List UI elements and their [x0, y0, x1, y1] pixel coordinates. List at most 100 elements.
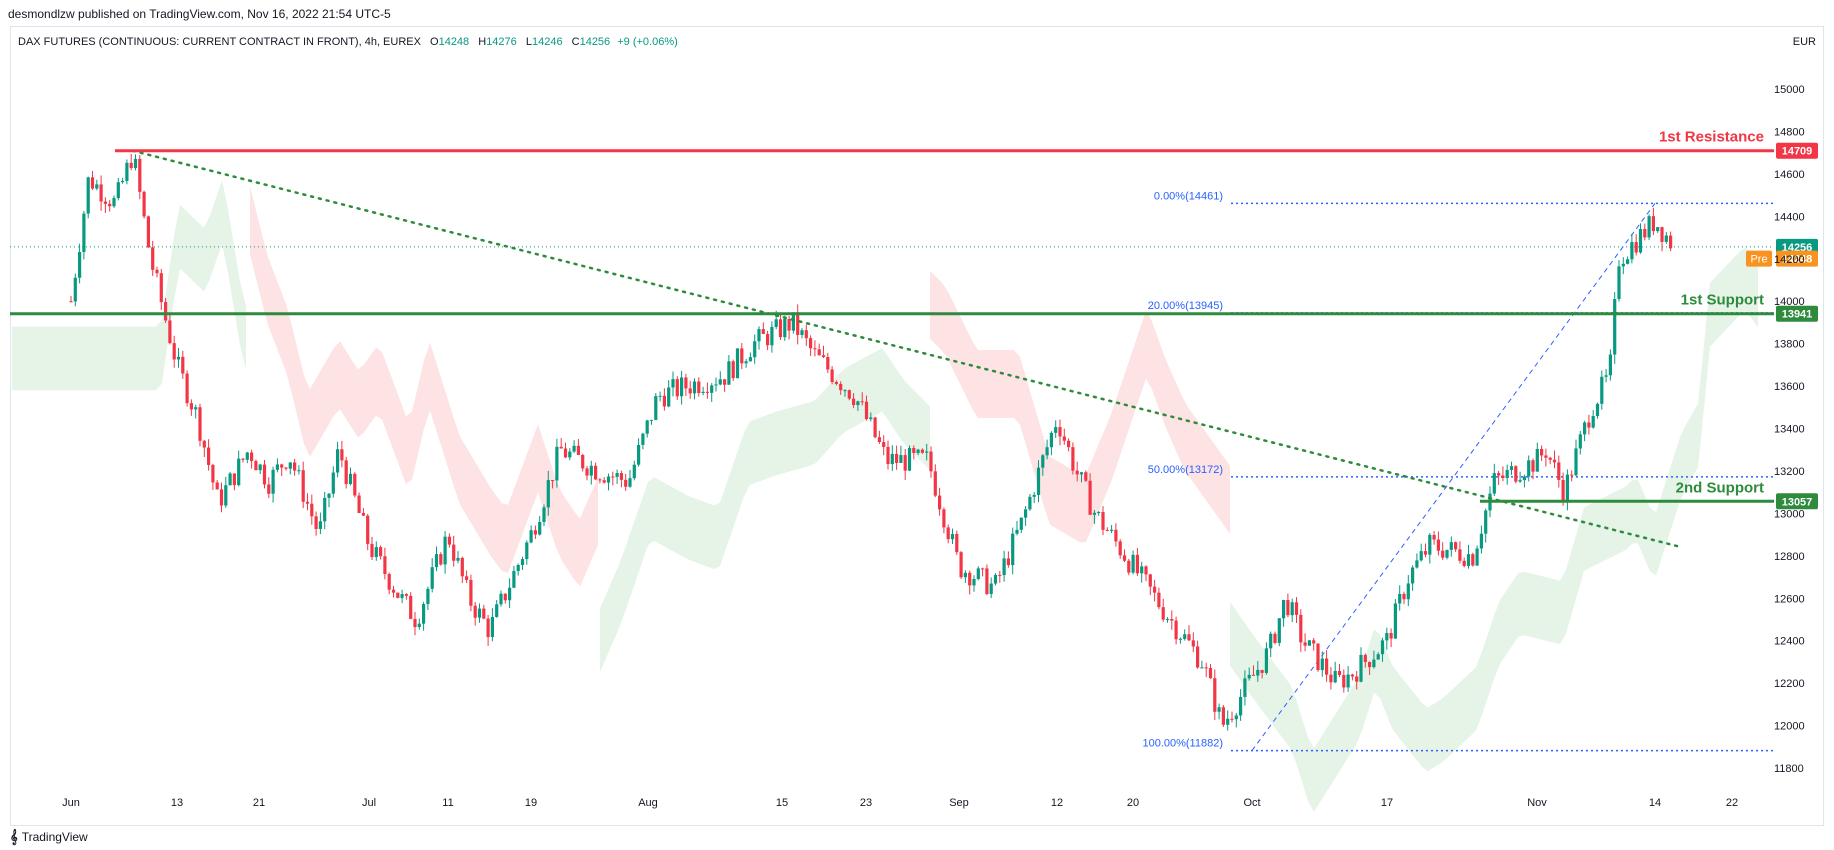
cloud-bull [12, 180, 246, 391]
candle-body [813, 348, 817, 350]
candle-body [757, 329, 761, 342]
y-tick-label: 14800 [1774, 126, 1805, 138]
candle-body [69, 301, 73, 303]
candle-body [688, 388, 692, 394]
candle-body [1088, 480, 1092, 515]
candle-body [770, 326, 774, 346]
candle-body [1531, 460, 1535, 472]
y-tick-label: 11800 [1774, 763, 1804, 775]
pre-market-price-label: 14248 [1782, 254, 1813, 266]
candle-body [912, 448, 916, 454]
candle-body [680, 377, 684, 397]
candle-body [1578, 434, 1582, 449]
candle-body [1535, 448, 1539, 472]
candle-body [95, 184, 99, 189]
candle-body [1110, 529, 1114, 531]
candle-body [1092, 512, 1096, 515]
candle-body [1462, 560, 1466, 566]
x-tick-label: 15 [776, 797, 788, 809]
candle-body [314, 516, 318, 529]
candle-body [735, 348, 740, 379]
candle-body [1243, 678, 1247, 697]
candle-body [1415, 560, 1419, 568]
y-tick-label: 14000 [1774, 296, 1805, 308]
candle-body [237, 458, 241, 486]
candle-body [555, 446, 559, 481]
candle-body [830, 369, 834, 382]
y-tick-label: 13000 [1774, 508, 1805, 520]
candle-body [151, 247, 155, 270]
fib-level-label: 20.00%(13945) [1148, 300, 1223, 312]
fib-level-label: 100.00%(11882) [1142, 738, 1223, 750]
candle-body [366, 515, 370, 544]
candle-body [469, 579, 473, 606]
x-tick-label: Sep [949, 797, 969, 809]
candle-body [1613, 299, 1617, 355]
x-tick-label: 23 [860, 797, 872, 809]
candle-body [1574, 448, 1578, 476]
candle-body [1084, 472, 1088, 481]
candle-body [198, 407, 202, 441]
candle-body [129, 162, 133, 169]
chart-frame [10, 26, 1824, 826]
candle-body [998, 574, 1002, 576]
candle-body [232, 473, 236, 486]
candle-body [323, 497, 327, 522]
x-tick-label: 19 [525, 797, 537, 809]
candle-body [1411, 567, 1415, 584]
candle-body [796, 312, 800, 336]
level-name: 1st Support [1681, 292, 1764, 309]
candle-body [357, 495, 361, 513]
candle-body [168, 320, 172, 344]
candle-body [611, 476, 615, 478]
candle-body [512, 571, 516, 588]
ichimoku-cloud-layer [12, 180, 1758, 812]
candle-body [615, 473, 619, 477]
candle-body [929, 451, 933, 472]
candle-body [1350, 674, 1354, 677]
candle-body [1552, 459, 1557, 463]
candle-body [976, 568, 980, 580]
time-axis[interactable]: Jun 13 21 Jul 11 19 Aug 15 23 Sep 12 20 Oct 17 Nov 14 22 [62, 797, 1738, 809]
candle-body [907, 448, 912, 471]
candle-body [1299, 614, 1303, 643]
candle-body [1630, 242, 1634, 260]
candle-body [1626, 259, 1630, 264]
candle-body [1075, 470, 1079, 475]
y-tick-label: 13200 [1774, 466, 1805, 478]
candle-body [1277, 618, 1281, 643]
candle-body [116, 182, 120, 199]
candle-body [1049, 432, 1053, 448]
downtrend-line[interactable] [131, 149, 1684, 549]
candle-body [1643, 228, 1647, 238]
candle-body [839, 383, 843, 391]
y-tick-label: 14600 [1774, 169, 1805, 181]
candle-body [766, 333, 770, 346]
candle-body [1656, 227, 1660, 232]
candle-body [275, 464, 279, 470]
candle-body [331, 472, 335, 494]
candle-body [1226, 718, 1230, 725]
candle-body [1527, 460, 1531, 477]
footer[interactable]: 𝄞 TradingView [10, 829, 88, 845]
close-label: C [571, 36, 580, 48]
candle-body [1269, 633, 1273, 649]
candle-body [482, 608, 486, 619]
candle-body [1183, 634, 1187, 639]
candle-body [1011, 533, 1015, 566]
candle-body [1557, 462, 1561, 480]
price-axis[interactable]: 11800 12000 12200 12400 12600 12800 13000 13200… [1774, 84, 1805, 775]
candle-body [391, 589, 396, 593]
candle-body [90, 177, 95, 189]
candle-body [499, 593, 503, 605]
candle-body [1320, 658, 1324, 671]
candle-body [963, 572, 967, 578]
candle-body [103, 201, 107, 204]
candle-body [1398, 593, 1402, 604]
candle-body [581, 454, 585, 469]
candle-body [826, 357, 830, 370]
candle-body [1131, 554, 1135, 573]
candle-body [791, 312, 795, 331]
candle-body [1213, 678, 1217, 712]
